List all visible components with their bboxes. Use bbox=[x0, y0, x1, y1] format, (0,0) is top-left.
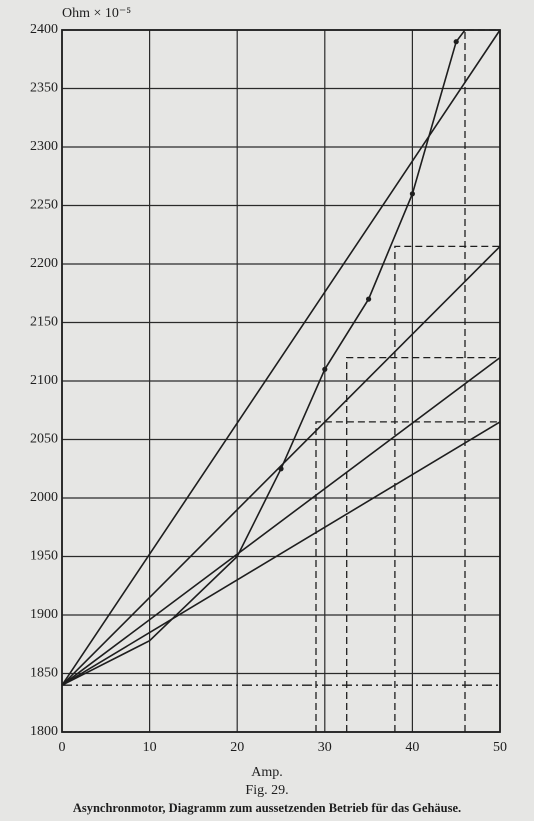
x-tick-label: 10 bbox=[143, 740, 157, 755]
y-tick-label: 2200 bbox=[30, 256, 58, 271]
y-tick-label: 2400 bbox=[30, 22, 58, 37]
guide-line bbox=[464, 29, 500, 732]
data-line bbox=[61, 29, 501, 686]
y-tick-label: 1800 bbox=[30, 724, 58, 739]
y-tick-label: 2300 bbox=[30, 139, 58, 154]
y-tick-label: 2250 bbox=[30, 198, 58, 213]
data-point bbox=[322, 366, 328, 372]
x-tick-label: 20 bbox=[230, 740, 244, 755]
y-tick-label: 2100 bbox=[30, 373, 58, 388]
x-tick-label: 0 bbox=[59, 740, 66, 755]
y-tick-label: 2000 bbox=[30, 490, 58, 505]
plot-frame bbox=[61, 29, 501, 733]
x-tick-label: 30 bbox=[318, 740, 332, 755]
guide-line bbox=[315, 421, 500, 732]
y-tick-label: 2050 bbox=[30, 432, 58, 447]
y-axis-label: Ohm × 10⁻⁵ bbox=[62, 6, 131, 21]
data-line bbox=[61, 245, 501, 686]
x-axis-label: Amp. bbox=[251, 765, 283, 780]
y-tick-label: 2350 bbox=[30, 81, 58, 96]
guide-line bbox=[346, 356, 500, 732]
data-point bbox=[409, 191, 415, 197]
data-point bbox=[453, 39, 459, 45]
y-tick-label: 1950 bbox=[30, 549, 58, 564]
y-tick-label: 2150 bbox=[30, 315, 58, 330]
y-tick-label: 1900 bbox=[30, 607, 58, 622]
caption: Asynchronmotor, Diagramm zum aussetzende… bbox=[73, 801, 461, 815]
x-tick-label: 50 bbox=[493, 740, 507, 755]
data-line bbox=[61, 356, 501, 686]
figure-number: Fig. 29. bbox=[245, 783, 288, 798]
data-point bbox=[366, 296, 372, 302]
data-line bbox=[61, 421, 501, 686]
y-tick-label: 1850 bbox=[30, 666, 58, 681]
x-tick-label: 40 bbox=[405, 740, 419, 755]
